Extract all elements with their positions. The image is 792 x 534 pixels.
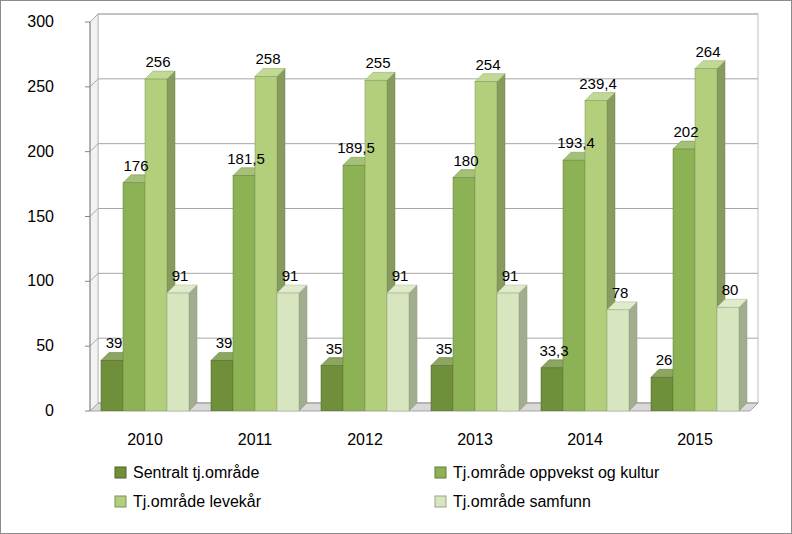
y-tick-label: 300 [27,13,54,30]
data-label: 80 [722,281,739,298]
data-label: 202 [673,123,698,140]
tick-mark [85,216,90,217]
data-label: 39 [106,334,123,351]
legend-label: Tj.område samfunn [453,493,591,510]
x-tick-label: 2013 [457,431,493,448]
bar [277,285,307,411]
data-label: 91 [282,267,299,284]
legend-label: Tj.område levekår [133,493,262,510]
grid-line [90,273,758,281]
data-label: 91 [172,267,189,284]
grid-line [90,79,758,87]
tick-mark [85,151,90,152]
data-label: 176 [123,157,148,174]
chart-frame [1,1,792,534]
data-label: 78 [612,284,629,301]
y-axis [90,22,91,411]
data-label: 189,5 [337,139,375,156]
data-labels: 39 176 256 91 39 181,5 258 91 35 189,5 255 91 35 180 2… [106,43,739,369]
data-label: 91 [502,267,519,284]
grid-line [90,144,758,152]
tick-mark [85,346,90,347]
legend-label: Sentralt tj.område [133,464,259,481]
data-label: 256 [145,53,170,70]
bars [101,61,747,411]
legend-label: Tj.område oppvekst og kultur [453,464,660,481]
data-label: 255 [365,54,390,71]
data-label: 193,4 [557,134,595,151]
legend-entry: Tj.område samfunn [435,493,591,510]
y-tick-label: 150 [27,208,54,225]
data-label: 254 [475,56,500,73]
bar [387,285,417,411]
grid-line [90,14,758,22]
legend-entry: Sentralt tj.område [115,464,259,481]
bar [167,285,197,411]
data-label: 180 [453,152,478,169]
grid-line [90,209,758,217]
tick-mark [85,22,90,23]
tick-mark [85,86,90,87]
x-tick-label: 2012 [347,431,383,448]
data-label: 35 [326,340,343,357]
tick-mark [85,281,90,282]
legend-swatch [435,467,446,478]
data-label: 181,5 [227,150,265,167]
legend-entry: Tj.område levekår [115,493,262,510]
bar [497,285,527,411]
data-label: 91 [392,267,409,284]
x-tick-label: 2014 [567,431,603,448]
legend-swatch [435,496,446,507]
chart: 0 50 100 150 200 250 300 39 176 256 91 39 181,5 258 91… [0,0,792,534]
data-label: 35 [436,340,453,357]
bar [607,302,637,411]
x-tick-label: 2011 [238,431,273,448]
data-label: 26 [656,351,673,368]
data-label: 239,4 [579,75,617,92]
legend-entry: Tj.område oppvekst og kultur [435,464,660,481]
data-label: 33,3 [539,342,568,359]
data-label: 258 [255,50,280,67]
legend-swatch [115,496,126,507]
legend-swatch [115,467,126,478]
y-tick-label: 250 [27,78,54,95]
y-tick-label: 50 [36,337,54,354]
y-tick-label: 0 [45,402,54,419]
y-tick-label: 200 [27,143,54,160]
x-tick-label: 2010 [127,431,163,448]
data-label: 39 [216,334,233,351]
data-label: 264 [695,43,720,60]
bar [717,299,747,411]
y-tick-label: 100 [27,272,54,289]
x-tick-label: 2015 [677,431,713,448]
tick-mark [85,411,90,412]
